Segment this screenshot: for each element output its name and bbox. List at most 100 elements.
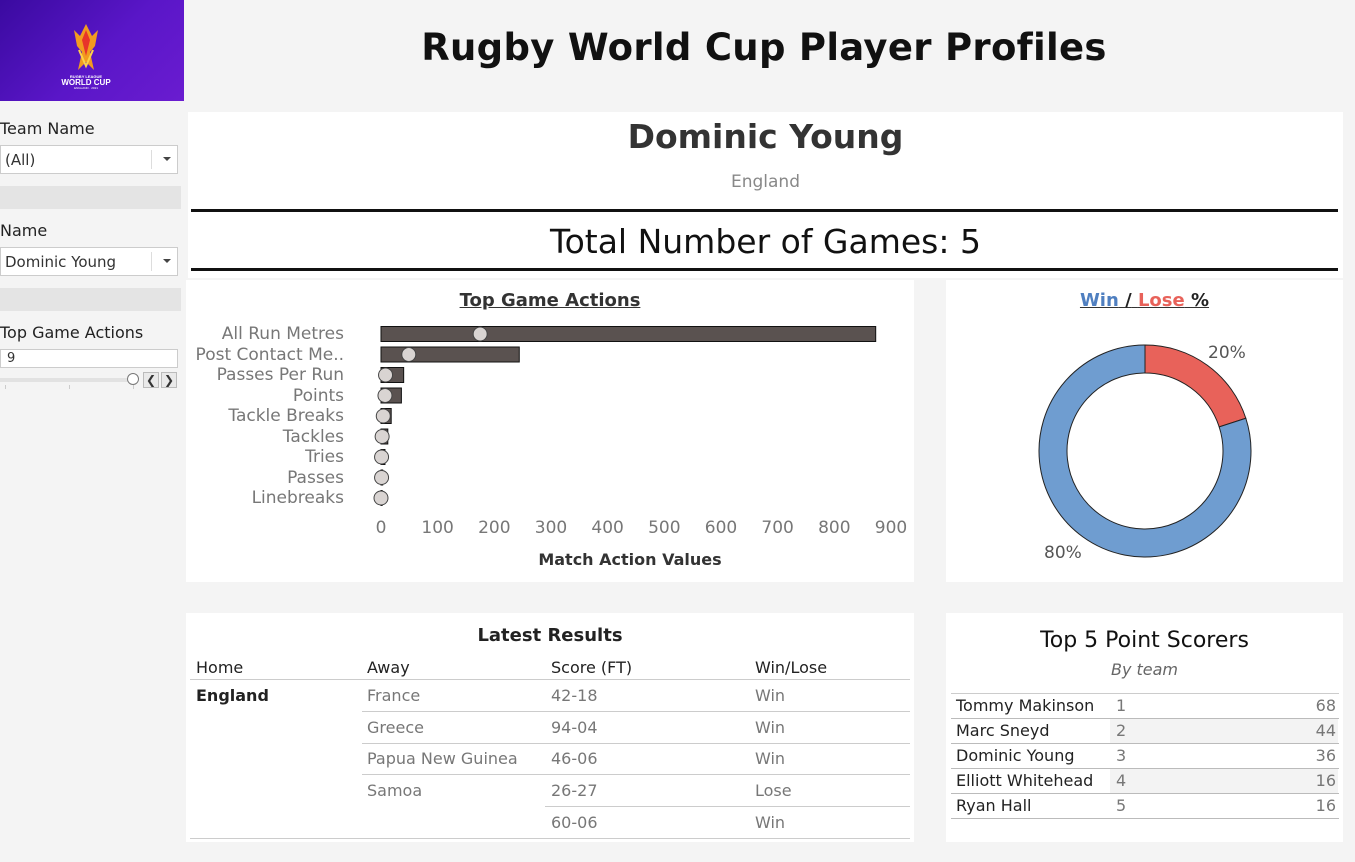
x-axis-tick-label: 300 (534, 518, 568, 538)
chevron-down-icon[interactable] (163, 157, 171, 161)
filter-spacer (0, 186, 181, 209)
top-game-actions-input[interactable]: 9 (0, 349, 178, 368)
top-game-actions-value: 9 (7, 351, 16, 366)
table-row-divider (362, 774, 910, 776)
scorer-points: 16 (1315, 796, 1336, 815)
scorer-row-divider (951, 718, 1339, 719)
scorers-subtitle: By team (1110, 660, 1179, 679)
scorer-rank: 1 (1116, 696, 1127, 715)
x-axis-tick-label: 600 (704, 518, 738, 538)
player-team: England (730, 172, 800, 192)
scorer-rank: 2 (1116, 721, 1127, 740)
x-axis-tick-label: 100 (421, 518, 454, 538)
scorer-points: 36 (1315, 746, 1336, 765)
scorer-row-divider (951, 793, 1339, 794)
trophy-icon (74, 24, 98, 70)
x-axis-tick-label: 700 (761, 518, 794, 538)
donut-label-lose: 20% (1208, 343, 1246, 363)
slider-tick (69, 385, 70, 389)
action-marker[interactable] (378, 367, 394, 383)
player-header-panel (188, 112, 1343, 278)
action-marker[interactable] (373, 490, 389, 506)
action-marker[interactable] (374, 470, 390, 485)
scorer-name: Dominic Young (956, 746, 1075, 765)
donut-title-pct: % (1190, 290, 1210, 311)
results-winlose-cell: Win (755, 749, 786, 769)
donut-slice-win[interactable] (1038, 344, 1252, 558)
action-marker[interactable] (472, 326, 488, 342)
rlwc-logo: RUGBY LEAGUE WORLD CUP ENGLAND · 2021 (0, 0, 184, 101)
results-winlose-cell: Win (755, 686, 786, 705)
scorer-points: 68 (1315, 696, 1336, 715)
team-name-dropdown[interactable]: (All) (0, 145, 178, 174)
actions-chart-title: Top Game Actions (459, 290, 641, 311)
table-bottom-rule (190, 838, 910, 839)
results-header-away: Away (367, 658, 410, 677)
results-away-cell: Papua New Guinea (367, 749, 518, 769)
scorers-top-rule (951, 693, 1339, 694)
results-home-team: England (196, 686, 269, 705)
actions-slider-handle[interactable] (127, 373, 139, 385)
results-score-cell: 60-06 (551, 812, 598, 832)
action-bar[interactable] (380, 346, 520, 363)
actions-bar-chart (373, 326, 877, 506)
results-winlose-cell: Win (755, 812, 786, 832)
total-games: Total Number of Games: 5 (550, 222, 981, 261)
logo-top-text: RUGBY LEAGUE (69, 74, 103, 79)
page-title: Rugby World Cup Player Profiles (421, 26, 1107, 69)
chevron-right-icon[interactable]: ❯ (161, 372, 177, 388)
x-axis-tick-label: 900 (874, 518, 908, 538)
results-header-home: Home (196, 658, 244, 677)
table-row-divider (362, 711, 910, 712)
actions-slider-track[interactable] (0, 378, 130, 382)
action-marker[interactable] (401, 347, 417, 362)
action-marker[interactable] (374, 429, 390, 444)
results-winlose-cell: Win (755, 717, 786, 737)
bar-category-label: Tackles (282, 426, 344, 447)
name-label: Name (0, 221, 48, 240)
logo-sub-text: ENGLAND · 2021 (74, 86, 98, 90)
action-marker[interactable] (374, 449, 390, 465)
scorer-row-bg (1110, 719, 1338, 743)
logo-main-text: WORLD CUP (61, 78, 111, 87)
bar-category-label: Linebreaks (251, 488, 344, 508)
results-away-cell: Samoa (367, 781, 423, 801)
action-bar[interactable] (380, 326, 877, 342)
donut-title-lose: Lose (1137, 290, 1185, 311)
table-row-divider (545, 806, 910, 808)
action-marker[interactable] (375, 408, 391, 424)
action-marker[interactable] (377, 388, 393, 403)
results-away-cell: France (367, 686, 421, 705)
scorer-row-divider (951, 818, 1339, 819)
chevron-down-icon[interactable] (163, 259, 171, 263)
results-score-cell: 94-04 (551, 717, 598, 737)
donut-title-sep: / (1125, 290, 1132, 311)
table-row-divider (362, 742, 910, 744)
x-axis-tick-label: 500 (648, 518, 681, 538)
scorer-row-bg (1110, 769, 1338, 793)
name-value: Dominic Young (5, 253, 117, 271)
scorer-row-divider (951, 768, 1339, 769)
bar-category-label: Tackle Breaks (228, 406, 344, 426)
donut-title-win: Win (1079, 290, 1119, 311)
latest-results-panel (186, 613, 914, 842)
results-header-score: Score (FT) (551, 658, 633, 677)
scorer-rank: 4 (1116, 771, 1127, 790)
scorer-rank: 5 (1116, 796, 1127, 815)
results-title: Latest Results (477, 625, 623, 646)
results-score-cell: 42-18 (551, 686, 598, 705)
donut-label-win: 80% (1044, 543, 1082, 563)
results-away-cell: Greece (367, 717, 424, 737)
x-axis-tick-label: 200 (478, 518, 511, 538)
x-axis-tick-label: 400 (591, 518, 624, 538)
bar-category-label: Post Contact Me.. (195, 344, 344, 365)
chevron-left-icon[interactable]: ❮ (143, 372, 159, 388)
results-winlose-cell: Lose (755, 781, 792, 801)
name-dropdown[interactable]: Dominic Young (0, 247, 178, 276)
dropdown-separator (151, 252, 152, 271)
team-name-value: (All) (5, 151, 36, 169)
results-header-winlose: Win/Lose (755, 658, 828, 677)
scorer-points: 44 (1315, 721, 1336, 740)
scorer-name: Elliott Whitehead (956, 771, 1094, 790)
scorer-name: Tommy Makinson (956, 696, 1095, 715)
